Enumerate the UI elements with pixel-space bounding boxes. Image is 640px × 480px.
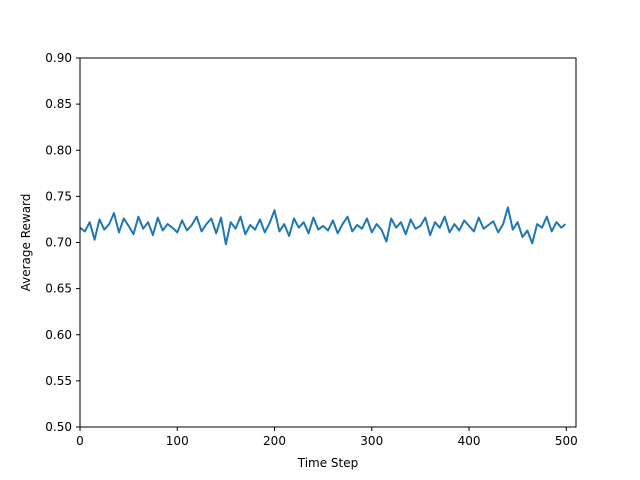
y-axis-title: Average Reward	[19, 194, 33, 292]
axis-ticks: 0 100 200 300 400 500 0.50 0.55 0.60 0.65 0.70 0.75…	[45, 51, 577, 448]
plot-frame	[79, 57, 577, 428]
x-tick-label: 300	[360, 434, 383, 448]
x-tick-label: 500	[555, 434, 578, 448]
y-tick-label: 0.80	[45, 143, 72, 157]
y-tick-label: 0.90	[45, 51, 72, 65]
y-tick-label: 0.75	[45, 189, 72, 203]
y-tick-label: 0.60	[45, 328, 72, 342]
x-tick-label: 200	[263, 434, 286, 448]
x-axis-title: Time Step	[297, 456, 359, 470]
y-tick-label: 0.70	[45, 236, 72, 250]
y-tick-label: 0.55	[45, 374, 72, 388]
y-tick-label: 0.85	[45, 97, 72, 111]
x-tick-label: 100	[166, 434, 189, 448]
x-tick-label: 0	[76, 434, 84, 448]
x-tick-label: 400	[458, 434, 481, 448]
series-line	[79, 206, 566, 246]
y-tick-label: 0.50	[45, 420, 72, 434]
y-tick-label: 0.65	[45, 282, 72, 296]
series-layer	[79, 206, 566, 246]
